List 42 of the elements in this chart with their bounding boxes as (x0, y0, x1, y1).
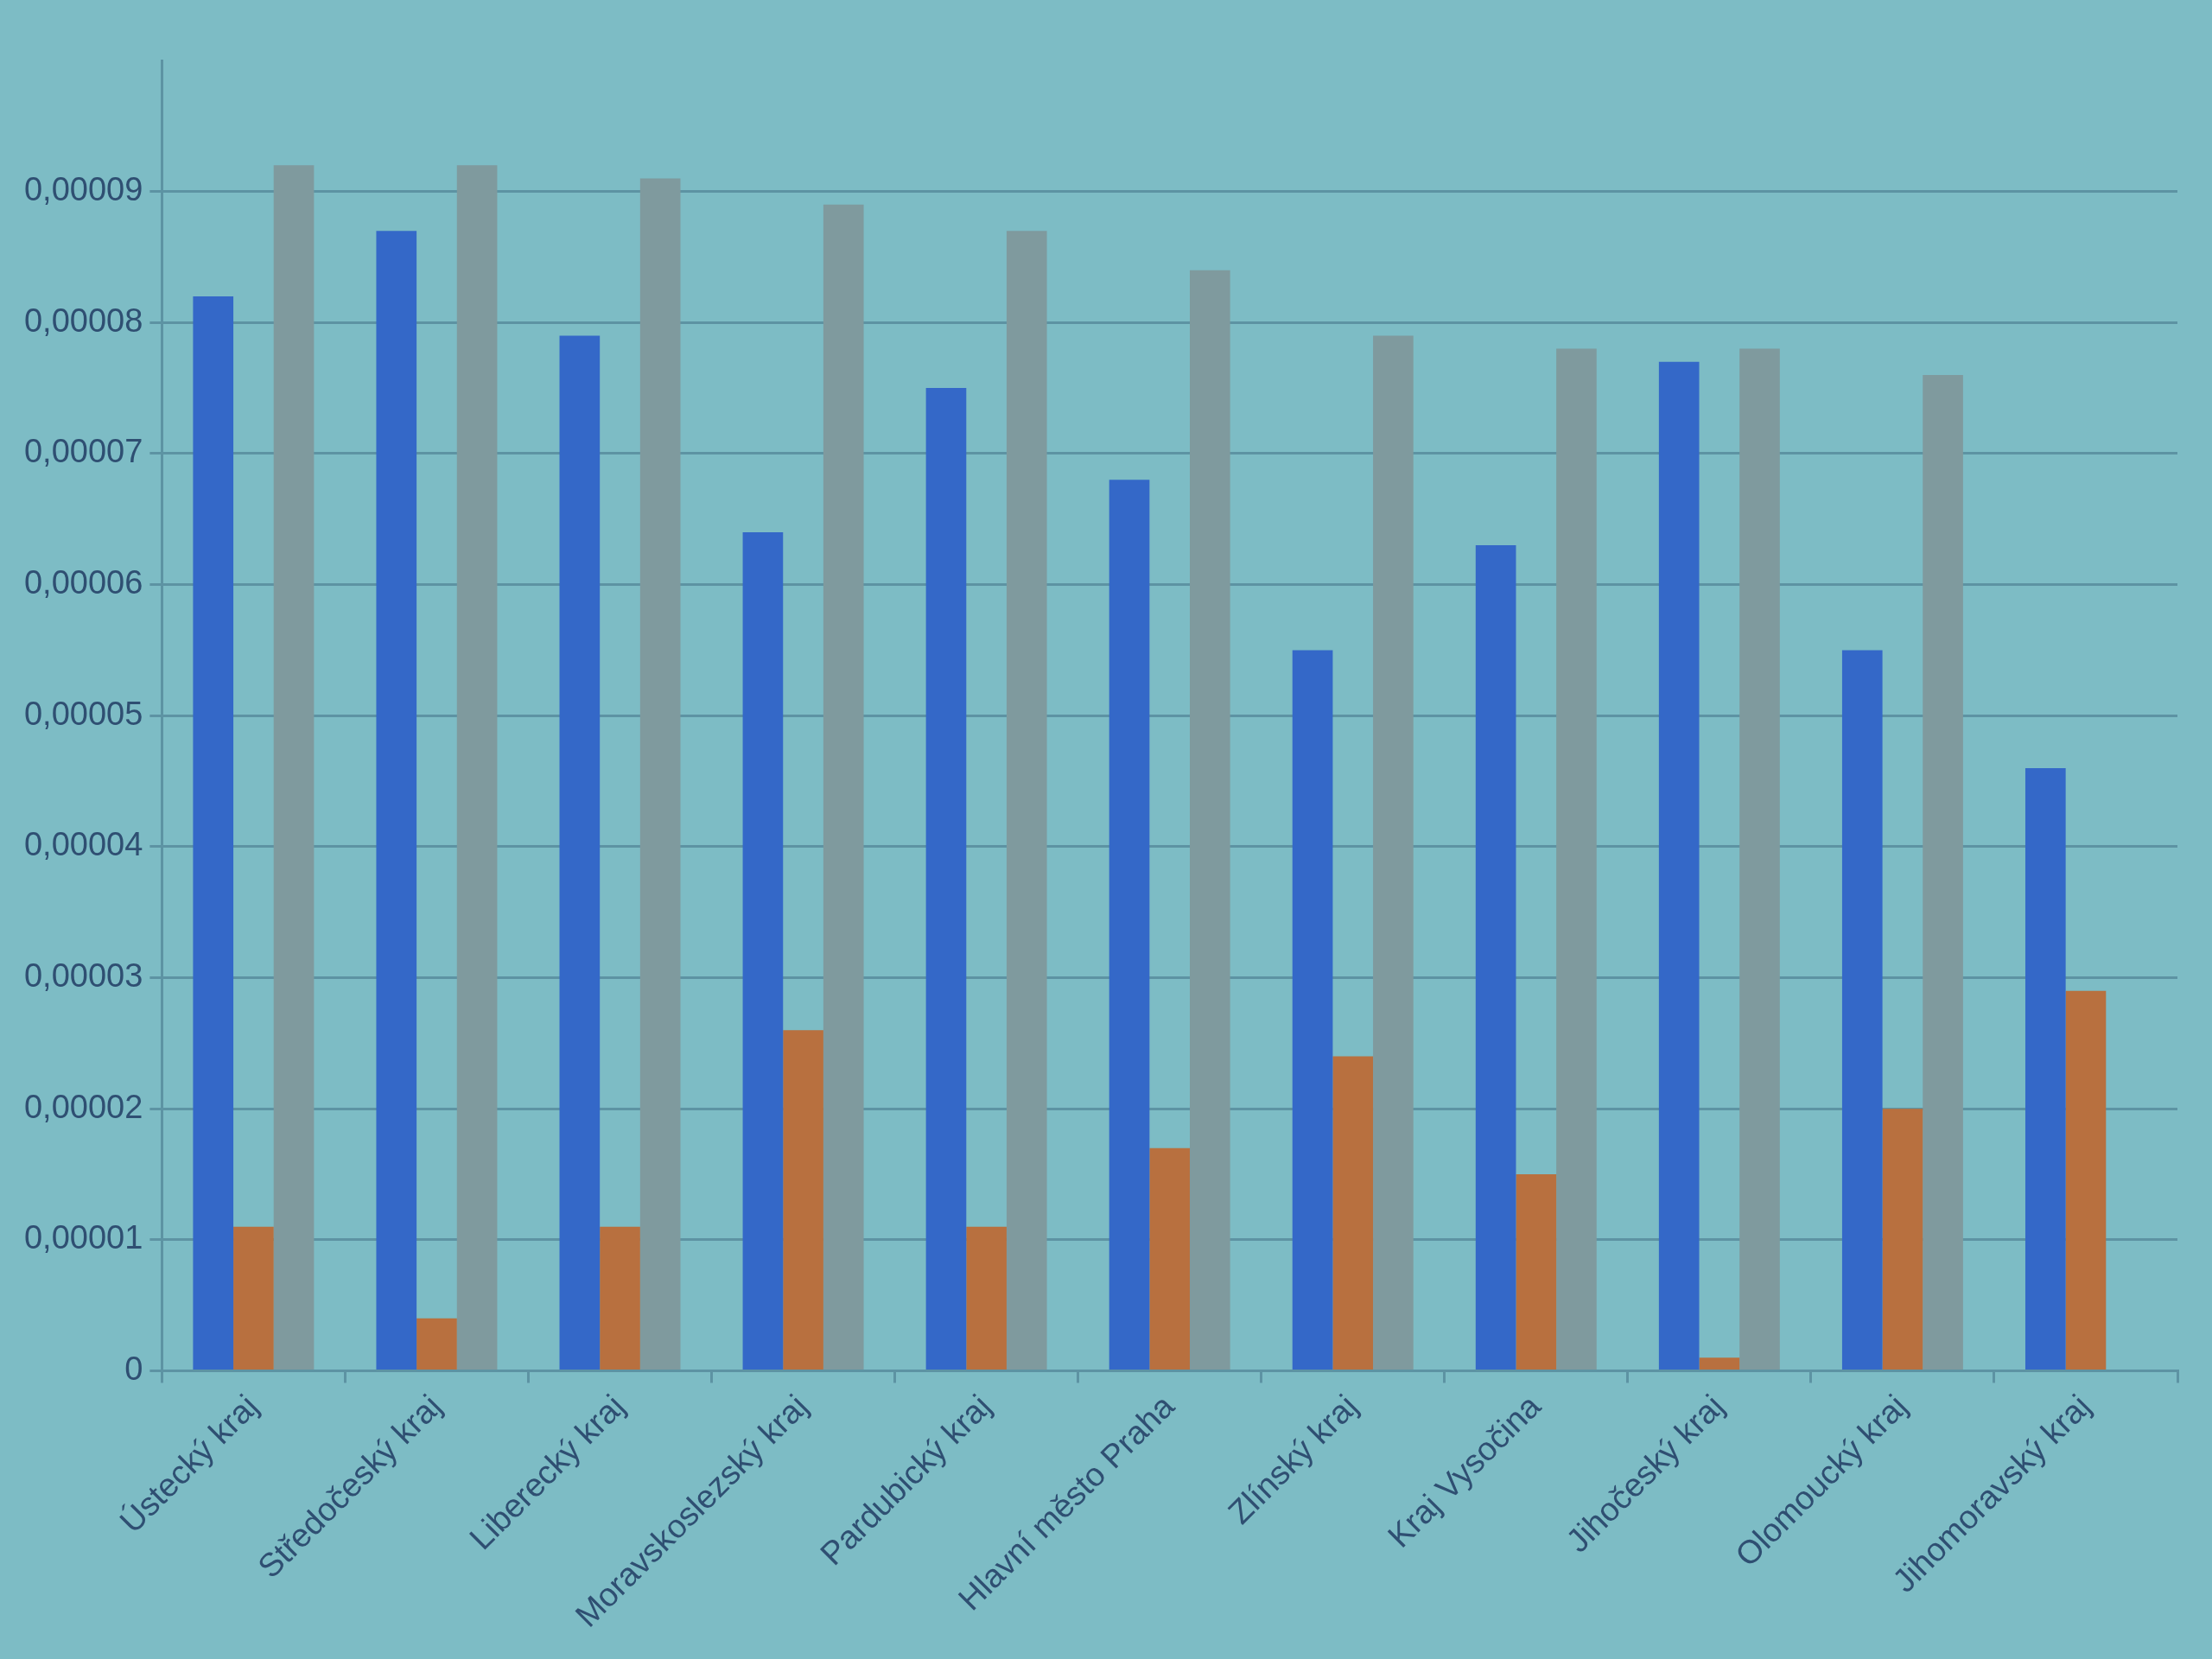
bar (1556, 348, 1597, 1370)
bar (1109, 480, 1150, 1370)
bar (966, 1226, 1007, 1370)
bar (1882, 1109, 1923, 1370)
y-tick-label: 0,00009 (23, 171, 143, 208)
bar (1190, 270, 1230, 1370)
bar (1658, 361, 1700, 1370)
bar (1739, 348, 1780, 1370)
bar (376, 231, 417, 1370)
bar (559, 335, 601, 1370)
y-tick-label: 0,00002 (23, 1088, 143, 1125)
bar (1923, 374, 1963, 1370)
bar (1516, 1173, 1557, 1370)
bar (1006, 231, 1047, 1370)
y-tick-label: 0 (124, 1350, 143, 1387)
y-tick-label: 0,00003 (23, 957, 143, 994)
y-tick-label: 0,00001 (23, 1219, 143, 1256)
bar (1332, 1056, 1374, 1370)
bar (823, 204, 864, 1370)
bar (925, 388, 967, 1370)
bar (783, 1030, 823, 1370)
bar (2024, 767, 2066, 1370)
bar (1373, 335, 1414, 1370)
bar (416, 1318, 457, 1370)
bar (233, 1226, 274, 1370)
bar (456, 165, 498, 1370)
bar (600, 1226, 640, 1370)
bar (1149, 1147, 1191, 1370)
y-tick-label: 0,00007 (23, 433, 143, 470)
y-tick-label: 0,00008 (23, 302, 143, 339)
y-tick-label: 0,00005 (23, 695, 143, 732)
bar (193, 296, 234, 1370)
bar (273, 165, 315, 1370)
bar (1699, 1357, 1740, 1370)
bar (742, 531, 784, 1370)
bar (1841, 650, 1883, 1370)
bar (1475, 545, 1516, 1370)
y-tick-label: 0,00006 (23, 564, 143, 601)
bar (2065, 990, 2107, 1370)
bar (639, 178, 681, 1370)
y-tick-label: 0,00004 (23, 826, 143, 863)
bar (1292, 650, 1333, 1370)
